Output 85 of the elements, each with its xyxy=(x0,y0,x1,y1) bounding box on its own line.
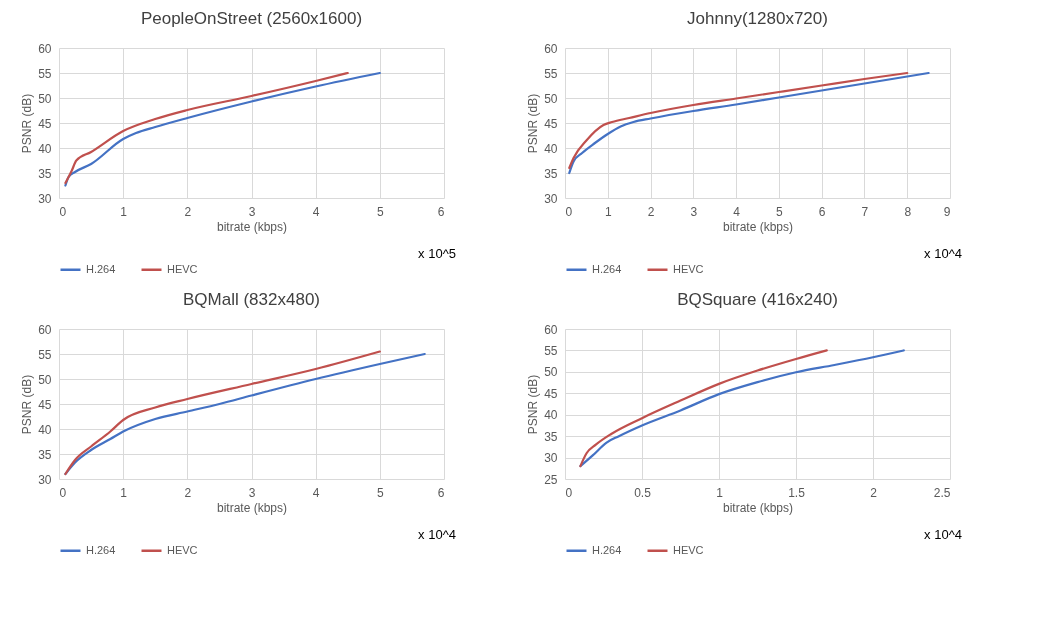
chart-title: PeopleOnStreet (2560x1600) xyxy=(140,9,363,28)
x-tick-label: 3 xyxy=(248,204,256,219)
y-axis-title: PSNR (dB) xyxy=(20,93,35,154)
x-tick-label: 1 xyxy=(604,204,612,219)
x-tick-label: 2 xyxy=(647,204,655,219)
y-tick-label: 55 xyxy=(38,66,52,81)
chart-title: BQMall (832x480) xyxy=(182,290,321,309)
y-tick-label: 35 xyxy=(38,166,52,181)
x-axis-title: bitrate (kbps) xyxy=(722,219,794,234)
x-tick-label: 5 xyxy=(376,485,384,500)
x-tick-label: 6 xyxy=(818,204,826,219)
x-tick-label: 2 xyxy=(870,485,878,500)
text: x 10^4 xyxy=(418,527,456,542)
y-tick-label: 35 xyxy=(38,447,52,462)
x-tick-label: 4 xyxy=(733,204,741,219)
x-tick-label: 3 xyxy=(690,204,698,219)
x-tick-label: 5 xyxy=(376,204,384,219)
x-axis-title: bitrate (kbps) xyxy=(216,500,288,515)
x-tick-label: 1.5 xyxy=(788,485,806,500)
y-tick-label: 40 xyxy=(544,408,558,423)
legend-label: HEVC xyxy=(673,543,704,556)
x-tick-label: 5 xyxy=(776,204,784,219)
y-tick-label: 55 xyxy=(544,343,558,358)
y-tick-label: 50 xyxy=(544,91,558,106)
x-tick-label: 2.5 xyxy=(933,485,951,500)
y-tick-label: 40 xyxy=(38,422,52,437)
y-tick-label: 60 xyxy=(544,322,558,337)
x-tick-label: 4 xyxy=(312,204,320,219)
x-tick-label: 0 xyxy=(59,485,67,500)
y-tick-label: 45 xyxy=(544,386,558,401)
x-axis-title: bitrate (kbps) xyxy=(216,219,288,234)
y-tick-label: 35 xyxy=(544,429,558,444)
y-axis-title: PSNR (dB) xyxy=(20,374,35,435)
y-tick-label: 45 xyxy=(38,397,52,412)
x-tick-label: 8 xyxy=(904,204,912,219)
x-tick-label: 1 xyxy=(120,485,128,500)
x-tick-label: 3 xyxy=(248,485,256,500)
legend-label: HEVC xyxy=(673,262,704,275)
legend-label: H.264 xyxy=(592,543,622,556)
x-tick-label: 1 xyxy=(716,485,724,500)
text: x 10^4 xyxy=(924,527,962,542)
x-tick-label: 6 xyxy=(437,485,445,500)
y-tick-label: 30 xyxy=(544,191,558,206)
x-tick-label: 7 xyxy=(861,204,869,219)
y-tick-label: 50 xyxy=(38,91,52,106)
x-tick-label: 0.5 xyxy=(634,485,652,500)
y-axis-title: PSNR (dB) xyxy=(526,374,541,435)
y-tick-label: 30 xyxy=(38,191,52,206)
y-tick-label: 25 xyxy=(544,472,558,487)
legend-label: H.264 xyxy=(86,262,116,275)
y-tick-label: 35 xyxy=(544,166,558,181)
y-axis-title: PSNR (dB) xyxy=(526,93,541,154)
y-tick-label: 40 xyxy=(38,141,52,156)
line-series xyxy=(579,349,905,468)
y-tick-label: 45 xyxy=(544,116,558,131)
y-tick-label: 60 xyxy=(38,41,52,56)
y-tick-label: 40 xyxy=(544,141,558,156)
chart-title: BQSquare (416x240) xyxy=(677,290,838,309)
x-tick-label: 6 xyxy=(437,204,445,219)
y-tick-label: 55 xyxy=(544,66,558,81)
x-tick-label: 4 xyxy=(312,485,320,500)
text: x 10^4 xyxy=(924,246,962,261)
x-tick-label: 0 xyxy=(565,485,573,500)
legend-label: H.264 xyxy=(86,543,116,556)
x-tick-label: 1 xyxy=(120,204,128,219)
x-tick-label: 2 xyxy=(184,204,192,219)
y-tick-label: 50 xyxy=(544,365,558,380)
y-tick-label: 45 xyxy=(38,116,52,131)
line-series xyxy=(579,349,828,468)
x-tick-label: 2 xyxy=(184,485,192,500)
x-tick-label: 0 xyxy=(59,204,67,219)
legend-label: H.264 xyxy=(592,262,622,275)
legend-label: HEVC xyxy=(167,543,198,556)
y-tick-label: 50 xyxy=(38,372,52,387)
legend-label: HEVC xyxy=(167,262,198,275)
y-tick-label: 30 xyxy=(38,472,52,487)
x-tick-label: 9 xyxy=(943,204,951,219)
x-axis-title: bitrate (kbps) xyxy=(722,500,794,515)
y-tick-label: 30 xyxy=(544,451,558,466)
y-tick-label: 60 xyxy=(38,322,52,337)
text: x 10^5 xyxy=(418,246,456,261)
chart-title: Johnny(1280x720) xyxy=(687,9,828,28)
x-tick-label: 0 xyxy=(565,204,573,219)
y-tick-label: 55 xyxy=(38,347,52,362)
y-tick-label: 60 xyxy=(544,41,558,56)
